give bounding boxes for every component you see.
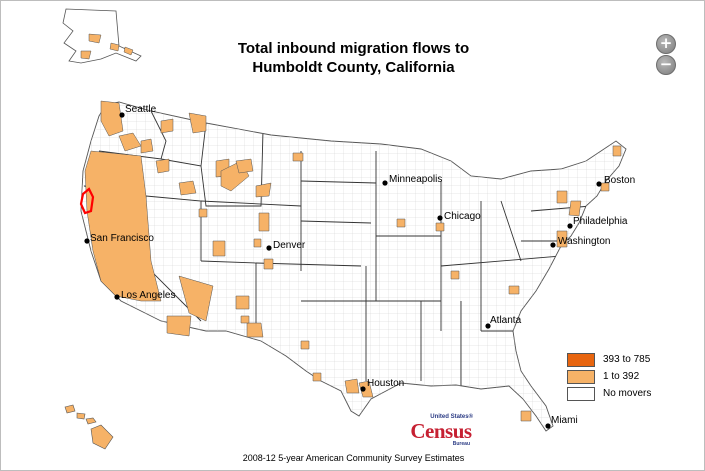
city-dot (567, 223, 573, 229)
city-dot (114, 294, 120, 300)
city-miami: Miami (545, 415, 578, 429)
city-san-francisco: San Francisco (84, 233, 154, 244)
legend-swatch-high (567, 352, 595, 367)
map-title-line2: Humboldt County, California (252, 59, 455, 76)
map-title: Total inbound migration flows to Humbold… (1, 39, 704, 77)
source-note: 2008-12 5-year American Community Survey… (242, 453, 465, 463)
map-title-line1: Total inbound migration flows to (237, 40, 470, 57)
city-label: Boston (604, 175, 635, 186)
city-denver: Denver (266, 240, 306, 251)
city-houston: Houston (360, 378, 404, 392)
city-dot (550, 242, 556, 248)
city-dot (596, 181, 602, 187)
city-markers: Seattle San Francisco Los Angeles Denver Min… (84, 104, 635, 429)
city-dot (382, 180, 388, 186)
city-dot (485, 323, 491, 329)
legend-item-none: No movers (567, 385, 651, 402)
city-dot (266, 245, 272, 251)
city-dot (545, 423, 551, 429)
city-dot (84, 238, 90, 244)
zoom-in-button[interactable]: + (656, 34, 676, 54)
city-washington: Washington (550, 236, 610, 248)
legend-item-low: 1 to 392 (567, 368, 651, 385)
humboldt-county-outline[interactable] (79, 187, 95, 215)
legend-label-high: 393 to 785 (603, 354, 651, 365)
city-los-angeles: Los Angeles (114, 290, 176, 301)
city-label: Seattle (125, 104, 157, 115)
legend-label-none: No movers (603, 388, 652, 399)
city-philadelphia: Philadelphia (567, 216, 628, 229)
city-label: Minneapolis (389, 174, 442, 185)
city-dot (437, 215, 443, 221)
city-label: Washington (558, 236, 610, 247)
city-label: Atlanta (490, 315, 522, 326)
city-dot (360, 386, 366, 392)
legend-label-low: 1 to 392 (603, 371, 640, 382)
city-label: Los Angeles (121, 290, 176, 301)
legend-swatch-none (567, 386, 595, 401)
city-label: Philadelphia (573, 216, 628, 227)
city-minneapolis: Minneapolis (382, 174, 442, 186)
legend-item-high: 393 to 785 (567, 351, 651, 368)
city-label: San Francisco (90, 233, 154, 244)
logo-main-text: Census (410, 419, 472, 443)
city-dot (119, 112, 125, 118)
legend-swatch-low (567, 369, 595, 384)
city-chicago: Chicago (437, 211, 481, 222)
city-label: Houston (367, 378, 404, 389)
logo-top-text: United States® (430, 414, 473, 420)
census-bureau-logo: United States® Census Bureau (406, 414, 476, 447)
city-label: Chicago (444, 211, 481, 222)
counties-with-movers (84, 100, 622, 422)
map-legend: 393 to 785 1 to 392 No movers (567, 351, 651, 402)
city-boston: Boston (596, 175, 635, 187)
city-label: Miami (551, 415, 578, 426)
city-seattle: Seattle (119, 104, 157, 118)
logo-bottom-text: Bureau (452, 441, 470, 447)
city-label: Denver (273, 240, 306, 251)
hawaii (64, 404, 114, 450)
city-atlanta: Atlanta (485, 315, 522, 329)
alaska (62, 8, 142, 64)
zoom-out-button[interactable]: − (656, 55, 676, 75)
